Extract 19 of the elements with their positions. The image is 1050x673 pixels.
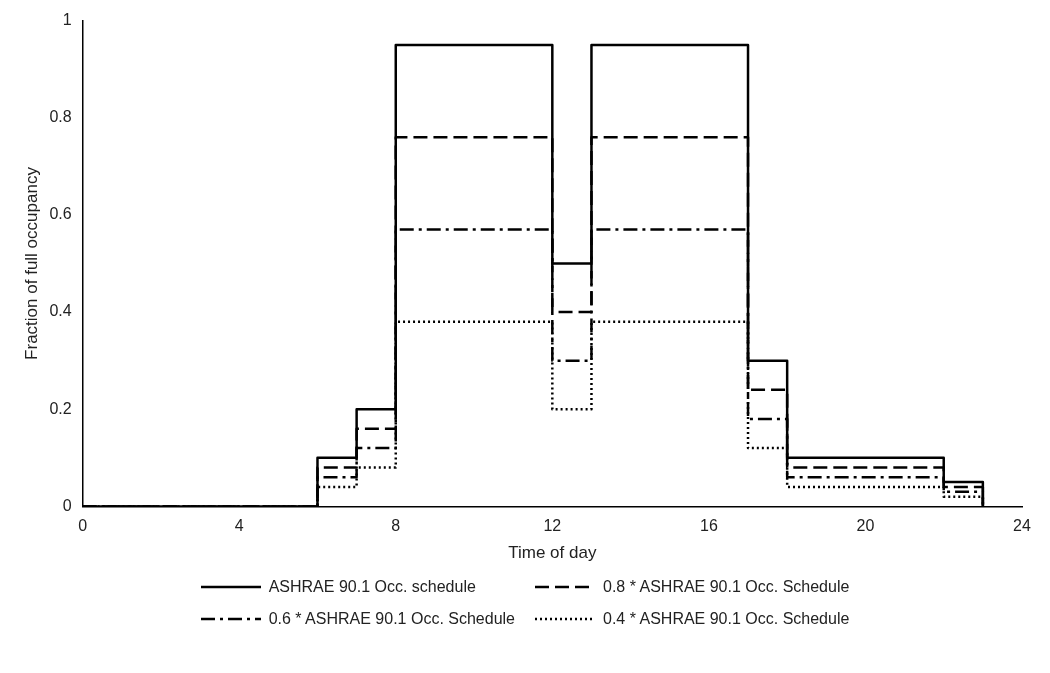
legend-label: 0.6 * ASHRAE 90.1 Occ. Schedule (268, 610, 515, 628)
y-axis-title: Fraction of full occupancy (21, 166, 41, 360)
x-tick-label: 24 (1013, 517, 1031, 535)
x-tick-label: 16 (699, 517, 718, 535)
x-tick-label: 0 (78, 517, 88, 535)
legend-label: 0.4 * ASHRAE 90.1 Occ. Schedule (603, 610, 850, 628)
x-tick-label: 12 (543, 517, 562, 535)
y-tick-label: 0.4 (49, 302, 72, 320)
x-tick-label: 8 (391, 517, 401, 535)
x-tick-label: 4 (234, 517, 244, 535)
legend-label: 0.8 * ASHRAE 90.1 Occ. Schedule (603, 578, 850, 596)
x-tick-label: 20 (856, 517, 875, 535)
y-tick-label: 0.8 (49, 108, 72, 126)
y-tick-label: 1 (62, 11, 72, 29)
y-tick-label: 0.6 (49, 205, 72, 223)
legend-label: ASHRAE 90.1 Occ. schedule (268, 578, 476, 596)
y-tick-label: 0 (62, 496, 72, 514)
y-tick-label: 0.2 (49, 399, 72, 417)
x-axis-title: Time of day (508, 543, 597, 563)
